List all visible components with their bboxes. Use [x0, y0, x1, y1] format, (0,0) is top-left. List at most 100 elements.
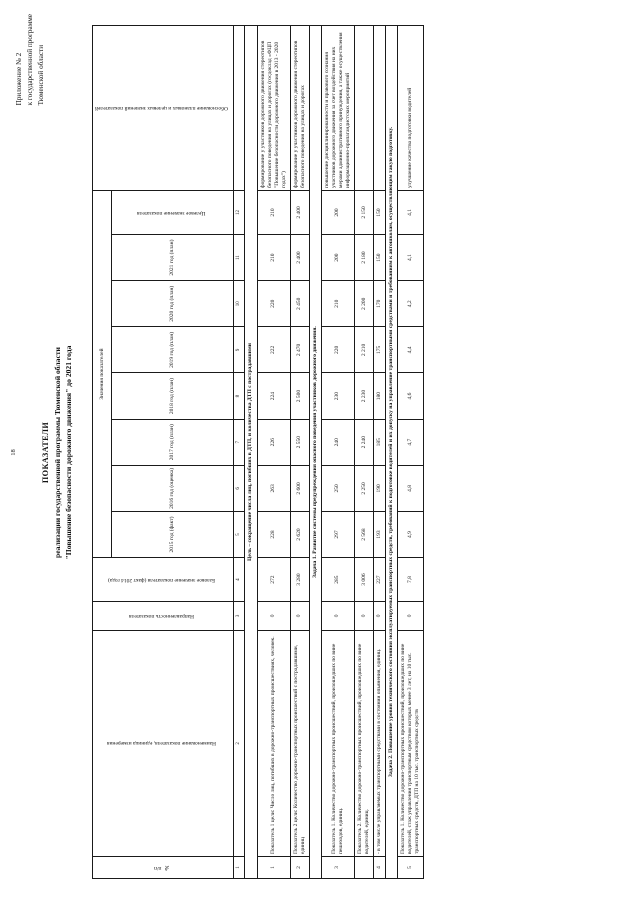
row-base-value: 3 006	[354, 557, 374, 602]
table-section-row: Задача 2. Повышение уровня технического …	[385, 25, 398, 879]
row-value-2016: 263	[257, 465, 291, 512]
row-no: 5	[397, 856, 424, 879]
row-target-value: 4,1	[397, 190, 424, 235]
row-direction: ◊	[354, 601, 374, 631]
table-header: № п/п Наименование показателя, единица и…	[92, 25, 245, 879]
row-value-2019: 175	[373, 326, 386, 373]
row-no	[354, 856, 374, 879]
th-y2020: 2020 год (план)	[111, 280, 234, 327]
row-value-2019: 4,4	[397, 326, 424, 373]
th-y2021: 2021 год (план)	[111, 234, 234, 281]
row-value-2018: 4,6	[397, 372, 424, 420]
section-label: Задача 1. Развитие системы предупреждени…	[309, 25, 322, 879]
table-row: Показатель 2. Количество дорожно-транспо…	[354, 25, 374, 879]
row-value-2018: 224	[257, 372, 291, 420]
row-value-2017: 226	[257, 419, 291, 466]
row-indicator-name: Показатель 1. Количество дорожно-транспо…	[397, 630, 424, 857]
appendix-line-2: к государственной программе	[25, 14, 34, 106]
row-value-2018: 2 230	[354, 372, 374, 420]
row-direction: ◊	[257, 601, 291, 631]
row-value-2015: 4,9	[397, 511, 424, 558]
row-target-value: 2 400	[290, 190, 310, 235]
th-direction: Направленность показателя	[92, 601, 234, 631]
row-target-value: 200	[321, 190, 355, 235]
row-value-2015: 193	[373, 511, 386, 558]
row-direction: ◊	[373, 601, 386, 631]
colnum-10: 10	[233, 280, 245, 327]
page-title: ПОКАЗАТЕЛИ	[41, 421, 50, 484]
row-value-2021: 2 180	[354, 234, 374, 281]
th-no-label: № п/п	[154, 864, 169, 871]
row-indicator-name: Показатель 1. Количество дорожно-транспо…	[321, 630, 355, 857]
column-number-row: 1 2 3 4 5 6 7 8 9 10 11 12	[233, 25, 245, 879]
th-y2019: 2019 год (план)	[111, 326, 234, 373]
row-value-2017: 185	[373, 419, 386, 466]
row-value-2015: 297	[321, 511, 355, 558]
th-y2017: 2017 год (план)	[111, 419, 234, 466]
row-value-2018: 2 500	[290, 372, 310, 420]
row-direction: ◊	[397, 601, 424, 631]
colnum-1: 1	[233, 856, 245, 879]
row-direction: ◊	[290, 601, 310, 631]
table-row: 3 Показатель 1. Количество дорожно-трансп…	[321, 25, 355, 879]
table-row: 5 Показатель 1. Количество дорожно-трансп…	[397, 25, 424, 879]
section-label: Задача 2. Повышение уровня технического …	[385, 25, 398, 879]
row-value-2020: 210	[321, 280, 355, 327]
colnum-2: 2	[233, 630, 245, 857]
row-value-2019: 222	[257, 326, 291, 373]
row-justification	[354, 25, 374, 191]
table-row: 2 Показатель 2 цели: Количество дорожно-т…	[290, 25, 310, 879]
row-value-2016: 190	[373, 465, 386, 512]
th-direction-label: Направленность показателя	[128, 613, 194, 619]
th-base: Базовое значение показателя (факт 2014 г…	[92, 557, 234, 602]
th-target-label: Целевое значение показателя	[136, 209, 206, 216]
row-justification: улучшение качества подготовки водителей	[397, 25, 424, 191]
table-header-row-1: № п/п Наименование показателя, единица и…	[92, 25, 234, 879]
row-justification: формирование у участников дорожного движ…	[257, 25, 291, 191]
section-label: Цель – сокращение числа лиц, погибших в …	[244, 25, 258, 879]
row-no: 1	[257, 856, 291, 879]
row-value-2016: 2 250	[354, 465, 374, 512]
row-value-2020: 2 200	[354, 280, 374, 327]
row-value-2019: 2 210	[354, 326, 374, 373]
row-indicator-name: - в том числе управляемых транспортными …	[373, 630, 386, 857]
indicators-table: № п/п Наименование показателя, единица и…	[92, 25, 424, 879]
colnum-8: 8	[233, 372, 245, 420]
page-subtitle-1: реализации государственной программы Тюм…	[52, 347, 62, 558]
th-name-label: Наименование показателя, единица измерен…	[106, 740, 216, 747]
colnum-13	[233, 25, 245, 191]
row-target-value: 210	[257, 190, 291, 235]
row-value-2015: 228	[257, 511, 291, 558]
row-value-2017: 2 240	[354, 419, 374, 466]
row-direction: ◊	[321, 601, 355, 631]
row-value-2019: 2 470	[290, 326, 310, 373]
th-y2016: 2016 год (оценка)	[111, 465, 234, 512]
colnum-12: 12	[233, 190, 245, 235]
row-base-value: 7,8	[397, 557, 424, 602]
row-target-value: 2 150	[354, 190, 374, 235]
row-base-value: 3 280	[290, 557, 310, 602]
row-justification: повышение дисциплинированности и правово…	[321, 25, 355, 191]
th-y2018: 2018 год (план)	[111, 372, 234, 420]
th-y2015: 2015 год (факт)	[111, 511, 234, 558]
th-justification-label: Обоснование плановых и целевых значений …	[95, 105, 228, 112]
row-value-2021: 2 400	[290, 234, 310, 281]
th-values-group: Значения показателей	[92, 190, 112, 558]
row-target-value: 150	[373, 190, 386, 235]
th-target: Целевое значение показателя	[111, 190, 234, 235]
document-title-block: ПОКАЗАТЕЛИ реализации государственной пр…	[40, 0, 74, 905]
row-indicator-name: Показатель 2. Количество дорожно-транспо…	[354, 630, 374, 857]
row-no: 2	[290, 856, 310, 879]
colnum-3: 3	[233, 601, 245, 631]
appendix-line-1: Приложение № 2	[15, 52, 23, 106]
row-value-2017: 2 550	[290, 419, 310, 466]
row-base-value: 227	[373, 557, 386, 602]
th-base-label: Базовое значение показателя (факт 2014 г…	[107, 576, 215, 583]
row-value-2020: 170	[373, 280, 386, 327]
colnum-6: 6	[233, 465, 245, 512]
row-justification: формирование у участников дорожного движ…	[290, 25, 310, 191]
row-no: 4	[373, 856, 386, 879]
